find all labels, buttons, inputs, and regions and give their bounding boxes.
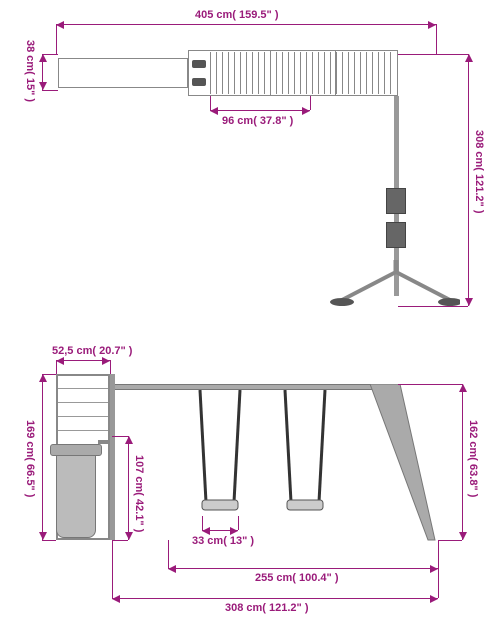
topview-slide [58, 58, 188, 88]
front-swing-2 [275, 390, 335, 520]
dim-right-height-line [468, 54, 469, 306]
dim-right-height-label: 308 cm( 121.2" ) [473, 130, 485, 214]
dim-arrow [125, 532, 133, 540]
dim-arrow [168, 565, 176, 573]
dim-arrow [465, 54, 473, 62]
topview-aframe-feet [330, 260, 460, 310]
ext-line [168, 540, 169, 568]
dim-arrow [428, 21, 436, 29]
ext-line [398, 306, 468, 307]
ext-line [438, 568, 439, 598]
front-tower-rung [58, 416, 108, 417]
topview-divider [335, 50, 336, 96]
dim-bottom-width-line [112, 598, 438, 599]
topview-swing-block [386, 222, 406, 248]
ext-line [42, 54, 58, 55]
dim-inner-width-label: 96 cm( 37.8" ) [222, 115, 293, 127]
ext-line [202, 516, 203, 530]
topview-connector [192, 78, 206, 86]
topview-connector [192, 60, 206, 68]
dim-arrow [302, 107, 310, 115]
ext-line [112, 540, 113, 598]
dim-small-width-label: 52,5 cm( 20.7" ) [52, 345, 132, 357]
dim-arrow [102, 357, 110, 365]
ext-line [210, 96, 211, 110]
dim-arrow [56, 357, 64, 365]
dim-arrow [210, 107, 218, 115]
dim-arrow [39, 532, 47, 540]
dim-arrow [125, 436, 133, 444]
ext-line [112, 540, 128, 541]
dim-top-width-line [56, 24, 436, 25]
dim-bottom-width-label: 308 cm( 121.2" ) [225, 602, 309, 614]
dim-swing-width-label: 33 cm( 13" ) [192, 535, 254, 547]
dim-arrow [202, 527, 210, 535]
ext-line [310, 96, 311, 110]
dim-left-height-label: 169 cm( 66.5" ) [24, 420, 36, 497]
dim-arrow [230, 527, 238, 535]
ext-line [112, 436, 128, 437]
ext-line [42, 90, 58, 91]
ext-line [398, 384, 462, 385]
front-swing-1 [190, 390, 250, 520]
dim-arrow [39, 82, 47, 90]
front-slide-lip [50, 444, 102, 456]
dim-arrow [39, 374, 47, 382]
topview-divider [270, 50, 271, 96]
dim-right-lower-height-label: 162 cm( 63.8" ) [467, 420, 479, 497]
front-swing-beam [110, 384, 398, 390]
ext-line [56, 24, 57, 54]
ext-line [398, 54, 468, 55]
dim-right-lower-height-line [462, 384, 463, 540]
topview-decking [210, 52, 396, 94]
dim-swing-span-label: 255 cm( 100.4" ) [255, 572, 339, 584]
dim-top-width-label: 405 cm( 159.5" ) [195, 9, 279, 21]
dim-arrow [39, 54, 47, 62]
dim-inner-width-line [210, 110, 310, 111]
dim-arrow [459, 532, 467, 540]
ext-line [436, 24, 437, 54]
technical-drawing-canvas: 405 cm( 159.5" ) 38 cm( 15" ) 96 cm( 37.… [0, 0, 500, 641]
dim-inner-height-line [128, 436, 129, 540]
ext-line [438, 540, 439, 568]
front-left-post [110, 374, 115, 540]
dim-top-left-height-label: 38 cm( 15" ) [24, 40, 36, 102]
front-slide [56, 450, 96, 538]
topview-swing-block [386, 188, 406, 214]
front-tower-rung [58, 402, 108, 403]
ext-line [438, 540, 462, 541]
dim-arrow [112, 595, 120, 603]
ext-line [56, 360, 57, 374]
ext-line [238, 516, 239, 530]
dim-left-height-line [42, 374, 43, 540]
dim-inner-height-label: 107 cm( 42.1" ) [133, 455, 145, 532]
ext-line [110, 360, 111, 374]
dim-swing-span-line [168, 568, 438, 569]
dim-arrow [56, 21, 64, 29]
ext-line [42, 540, 56, 541]
dim-arrow [430, 595, 438, 603]
front-aframe-leg [370, 384, 440, 544]
dim-arrow [430, 565, 438, 573]
dim-arrow [465, 298, 473, 306]
dim-arrow [459, 384, 467, 392]
front-tower-rung [58, 430, 108, 431]
ext-line [42, 374, 56, 375]
front-tower-rung [58, 388, 108, 389]
